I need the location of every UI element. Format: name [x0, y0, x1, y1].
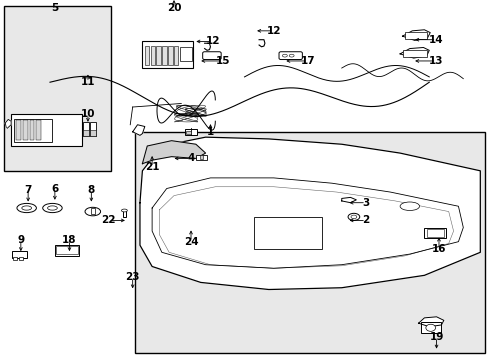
- Polygon shape: [5, 120, 11, 128]
- Polygon shape: [399, 48, 428, 58]
- Text: 8: 8: [87, 185, 95, 195]
- Text: 21: 21: [144, 162, 159, 172]
- Text: 7: 7: [24, 185, 32, 195]
- Text: 12: 12: [205, 36, 220, 46]
- FancyBboxPatch shape: [279, 52, 302, 59]
- Bar: [55, 245, 79, 256]
- Bar: [122, 211, 125, 217]
- Text: 16: 16: [431, 244, 446, 254]
- FancyBboxPatch shape: [202, 52, 221, 59]
- Bar: [56, 246, 78, 254]
- Bar: [4, 6, 111, 171]
- Text: 24: 24: [183, 237, 198, 247]
- Text: 20: 20: [166, 3, 181, 13]
- Ellipse shape: [61, 248, 73, 253]
- Bar: [150, 46, 155, 65]
- Bar: [180, 47, 192, 61]
- Bar: [13, 257, 17, 260]
- Polygon shape: [142, 141, 205, 164]
- Bar: [186, 131, 191, 134]
- Ellipse shape: [17, 203, 36, 213]
- Bar: [30, 121, 34, 140]
- Ellipse shape: [425, 324, 435, 331]
- Text: 2: 2: [362, 215, 369, 225]
- Bar: [83, 130, 89, 136]
- Bar: [142, 41, 193, 68]
- Text: 17: 17: [300, 56, 314, 66]
- Ellipse shape: [350, 215, 356, 219]
- Bar: [156, 46, 161, 65]
- Text: 10: 10: [81, 109, 95, 119]
- Polygon shape: [418, 317, 443, 327]
- Bar: [14, 119, 52, 142]
- Bar: [168, 46, 172, 65]
- Text: 22: 22: [101, 215, 115, 225]
- Text: 23: 23: [125, 272, 140, 282]
- Bar: [424, 228, 446, 238]
- Bar: [11, 114, 81, 146]
- Bar: [90, 130, 96, 136]
- Ellipse shape: [22, 206, 31, 210]
- Bar: [174, 46, 178, 65]
- Bar: [420, 323, 440, 333]
- Bar: [254, 217, 322, 249]
- Bar: [90, 122, 96, 136]
- Text: 14: 14: [428, 35, 443, 45]
- Text: 13: 13: [428, 56, 443, 66]
- Bar: [185, 129, 197, 135]
- Text: 9: 9: [17, 235, 24, 245]
- Bar: [426, 229, 443, 238]
- Text: 15: 15: [215, 56, 229, 66]
- Text: 6: 6: [51, 184, 59, 194]
- Bar: [144, 46, 149, 65]
- Polygon shape: [402, 30, 429, 40]
- Bar: [404, 32, 426, 39]
- Ellipse shape: [347, 213, 359, 220]
- Polygon shape: [132, 125, 144, 135]
- Polygon shape: [140, 137, 479, 289]
- Bar: [196, 154, 206, 160]
- Text: 4: 4: [187, 153, 194, 163]
- Bar: [200, 155, 202, 159]
- Text: 11: 11: [81, 77, 95, 87]
- Bar: [83, 122, 89, 136]
- Bar: [16, 121, 21, 140]
- Text: 19: 19: [428, 332, 443, 342]
- Bar: [402, 50, 426, 57]
- Ellipse shape: [288, 54, 293, 57]
- Bar: [12, 251, 27, 258]
- Ellipse shape: [85, 207, 101, 216]
- Text: 1: 1: [206, 127, 214, 137]
- Bar: [19, 257, 23, 260]
- Polygon shape: [341, 197, 356, 203]
- Text: 3: 3: [362, 198, 369, 208]
- Bar: [162, 46, 166, 65]
- Text: 12: 12: [266, 26, 280, 36]
- Ellipse shape: [399, 202, 419, 211]
- Text: 5: 5: [51, 3, 59, 13]
- Bar: [36, 121, 41, 140]
- Ellipse shape: [282, 54, 287, 57]
- Bar: [91, 208, 95, 214]
- Bar: [23, 121, 28, 140]
- Text: 18: 18: [62, 235, 77, 245]
- Ellipse shape: [42, 203, 62, 213]
- Bar: [135, 132, 484, 353]
- Ellipse shape: [121, 209, 127, 212]
- Ellipse shape: [47, 206, 57, 210]
